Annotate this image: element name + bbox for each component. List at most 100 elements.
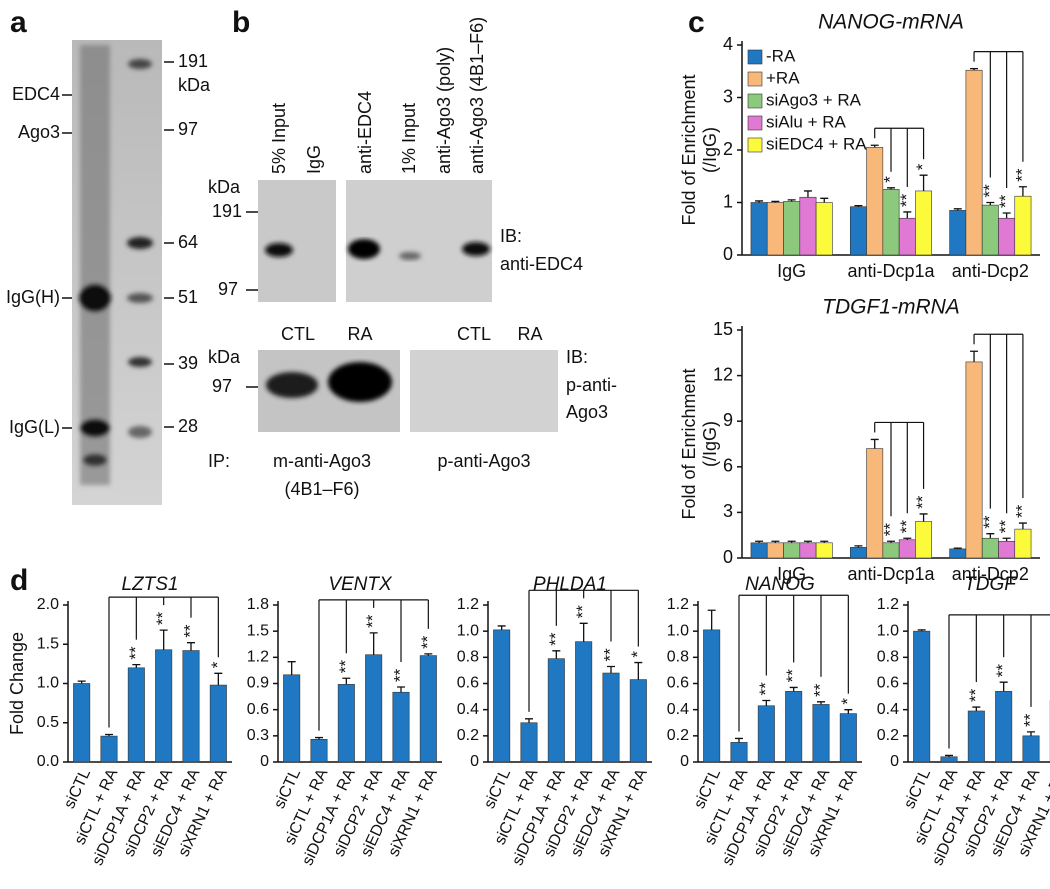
legend-label: siAgo3 + RA xyxy=(766,90,862,109)
y-tick-label: 0.6 xyxy=(877,675,899,692)
y-axis-label: Fold of Enrichment xyxy=(679,74,699,225)
bar xyxy=(940,756,958,763)
significance: * xyxy=(913,163,932,170)
marker-label: 39 xyxy=(178,353,198,373)
lane-label: RA xyxy=(347,324,372,344)
legend-label: siAlu + RA xyxy=(766,112,846,131)
error-bar xyxy=(970,350,979,362)
chart-title: PHLDA1 xyxy=(533,574,607,595)
bar xyxy=(898,217,916,256)
significance: ** xyxy=(880,523,899,537)
panel-letter: d xyxy=(10,564,28,597)
significance: ** xyxy=(897,193,916,207)
bar xyxy=(967,710,985,763)
y-tick-label: 0.2 xyxy=(667,727,689,744)
bar xyxy=(757,705,775,763)
chart-title: LZTS1 xyxy=(121,574,178,595)
ip-label: p-anti-Ago3 xyxy=(437,451,530,471)
error-bar xyxy=(986,201,995,206)
y-tick-label: 0 xyxy=(723,547,733,567)
marker-label: 97 xyxy=(218,279,238,299)
y-tick-label: 1.0 xyxy=(877,622,899,639)
bar xyxy=(981,204,999,256)
y-tick-label: 9 xyxy=(723,410,733,430)
bar xyxy=(815,202,833,256)
bar xyxy=(866,448,884,559)
bar xyxy=(949,548,967,559)
bar xyxy=(100,735,118,763)
error-bar xyxy=(820,540,829,543)
error-bar xyxy=(953,208,962,211)
y-tick-label: 3 xyxy=(723,501,733,521)
y-tick-label: 0.6 xyxy=(667,675,689,692)
error-bar xyxy=(342,677,351,685)
significance: ** xyxy=(1020,713,1039,727)
y-tick-label: 1.2 xyxy=(877,596,899,613)
marker-label: 51 xyxy=(178,287,198,307)
y-tick-label: 1.2 xyxy=(247,649,269,666)
lane-label: CTL xyxy=(281,324,315,344)
y-tick-label: 0.4 xyxy=(667,701,689,718)
error-bar xyxy=(369,632,378,655)
lane-label: 1% Input xyxy=(399,103,419,174)
y-tick-label: 2 xyxy=(723,139,733,159)
marker-label: 28 xyxy=(178,416,198,436)
error-bar xyxy=(787,540,796,543)
significance: ** xyxy=(546,632,565,646)
error-bar xyxy=(917,629,926,632)
error-bar xyxy=(945,754,953,757)
x-tick-label: anti-Dcp2 xyxy=(952,564,1029,584)
error-bar xyxy=(762,699,771,706)
significance: ** xyxy=(913,495,932,509)
bar xyxy=(730,742,748,763)
bar xyxy=(849,547,867,559)
significance: ** xyxy=(756,682,775,696)
y-tick-label: 1.2 xyxy=(667,596,689,613)
legend-swatch xyxy=(747,137,763,153)
error-bar xyxy=(397,686,405,693)
bar xyxy=(799,196,817,256)
error-bar xyxy=(707,609,716,630)
bar xyxy=(629,679,647,763)
ip-label: IP: xyxy=(208,451,230,471)
y-tick-label: 0.8 xyxy=(877,649,899,666)
chart-title: NANOG xyxy=(745,574,815,595)
significance: ** xyxy=(390,668,409,682)
chart-title: VENTX xyxy=(328,574,393,595)
error-bar xyxy=(634,661,643,680)
blot xyxy=(258,180,336,302)
bar xyxy=(915,190,933,256)
significance: * xyxy=(628,651,647,658)
marker-label: 191 xyxy=(212,201,242,221)
significance: * xyxy=(1048,685,1050,692)
protein-label: EDC4 xyxy=(12,84,60,104)
error-bar xyxy=(803,190,812,198)
significance: ** xyxy=(573,605,592,619)
bar xyxy=(766,542,784,559)
y-tick-label: 15 xyxy=(713,319,733,339)
y-tick-label: 0.0 xyxy=(37,753,59,770)
error-bar xyxy=(755,200,764,203)
error-bar xyxy=(105,733,113,737)
lane-label: CTL xyxy=(457,324,491,344)
bar xyxy=(981,537,999,559)
y-tick-label: 1.0 xyxy=(457,622,479,639)
error-bar xyxy=(315,736,323,740)
y-tick-label: 0 xyxy=(723,244,733,264)
marker-label: 191 xyxy=(178,51,208,71)
y-tick-label: 0 xyxy=(470,753,479,770)
bar xyxy=(575,641,593,763)
lane-label: 5% Input xyxy=(269,103,289,174)
y-tick-label: 0.8 xyxy=(457,649,479,666)
x-tick-label: anti-Dcp1a xyxy=(847,261,935,281)
lane-label: anti-EDC4 xyxy=(355,91,375,174)
y-tick-label: 0.9 xyxy=(247,675,269,692)
bar xyxy=(1022,735,1040,763)
error-bar xyxy=(919,513,928,522)
y-tick-label: 1.5 xyxy=(37,635,59,652)
protein-label: IgG(L) xyxy=(9,417,60,437)
error-bar xyxy=(903,537,912,540)
error-bar xyxy=(1002,537,1011,542)
significance: ** xyxy=(783,669,802,683)
error-bar xyxy=(970,67,979,71)
